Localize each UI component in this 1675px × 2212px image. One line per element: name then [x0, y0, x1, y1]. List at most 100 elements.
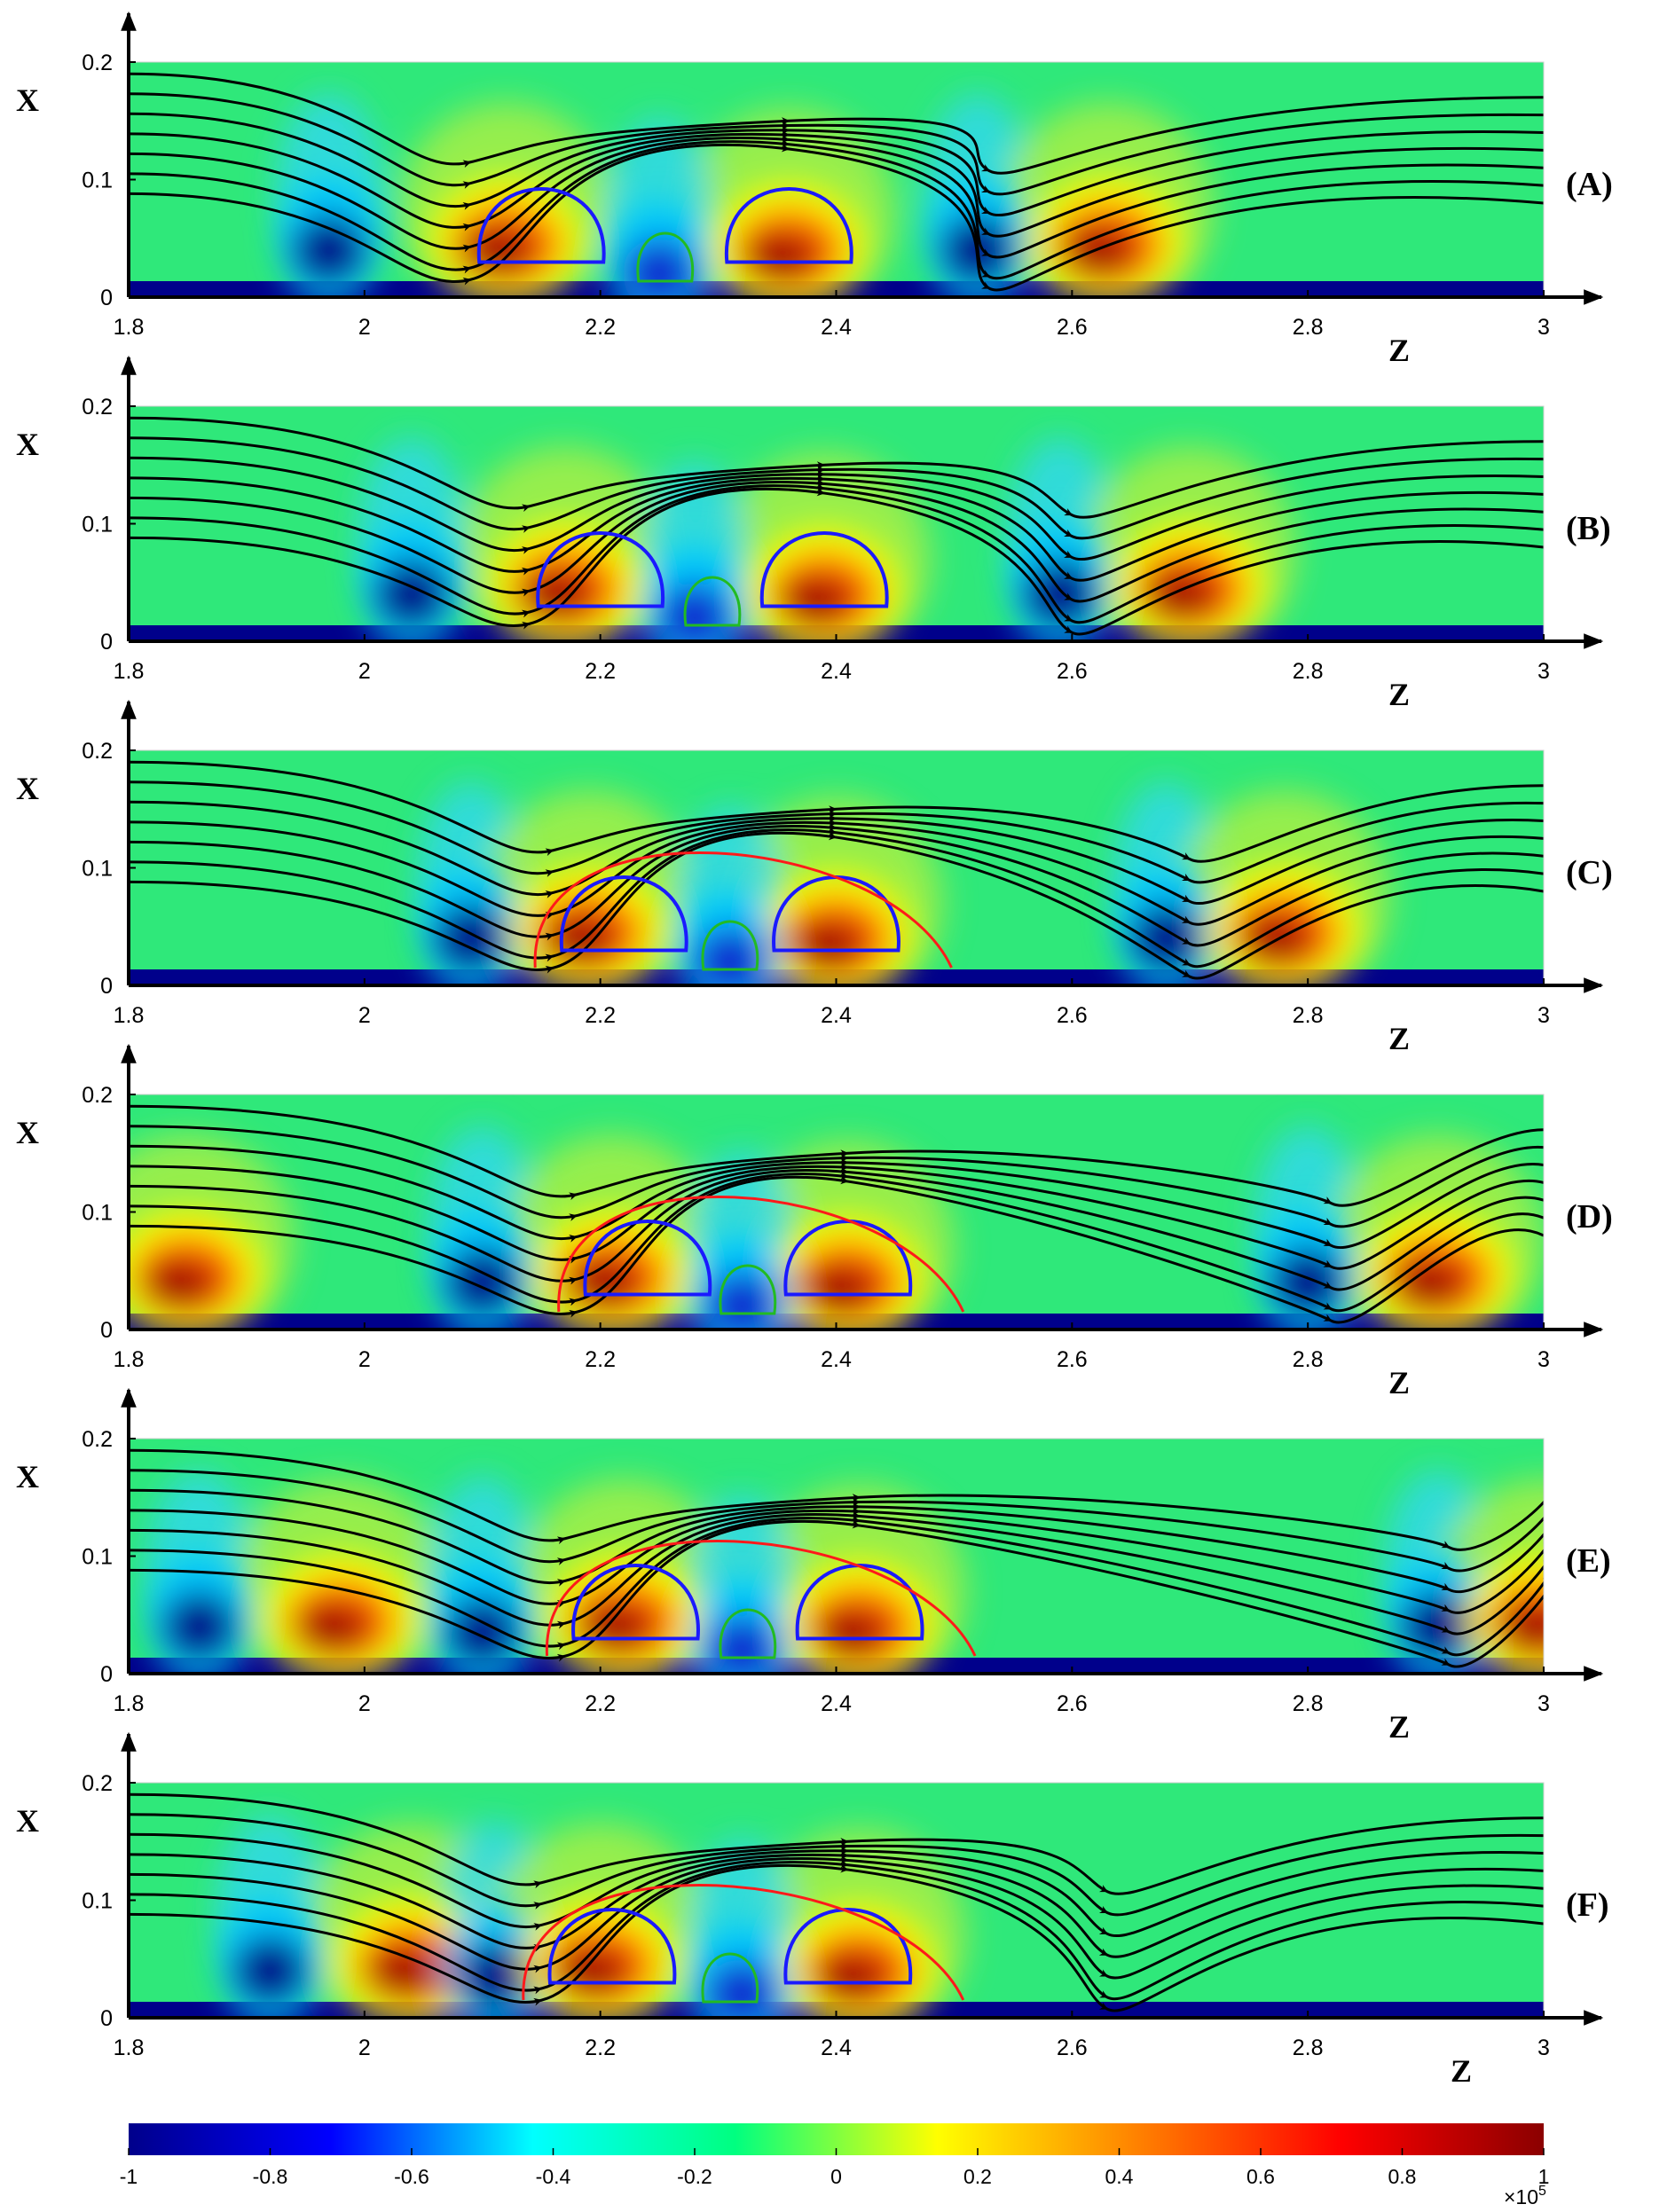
panel-e: 1.8 2 2.2 2.4 2.6 2.8 3 0 0.1 0.2 X Z (E): [16, 1387, 1611, 1745]
streamline: [129, 800, 1544, 906]
vortex-streamline: [725, 187, 853, 264]
inner-streamline: [719, 1264, 777, 1315]
streamline: [129, 760, 1544, 863]
z-tick-label: 2: [358, 659, 371, 684]
blob-negative: [161, 1591, 237, 1662]
z-tick-label: 2.8: [1293, 1691, 1324, 1716]
streamline: [129, 1519, 1544, 1668]
panel-f: 1.8 2 2.2 2.4 2.6 2.8 3 0 0.1 0.2 X Z (F): [16, 1731, 1609, 2089]
z-axis-label: Z: [1388, 1021, 1410, 1056]
z-axis-label: Z: [1388, 677, 1410, 712]
x-tick-label: 0.2: [82, 739, 113, 764]
colorbar: -1 -0.8 -0.6 -0.4 -0.2 0 0.2 0.4 0.6 0.8 1 ×105: [120, 2123, 1550, 2208]
streamlines: [129, 416, 1544, 636]
z-axis-label: Z: [1388, 333, 1410, 368]
x-tick-label: 0.1: [82, 1889, 113, 1914]
streamline: [129, 831, 1544, 980]
z-tick-label: 1.8: [114, 1003, 145, 1028]
blob-negative: [444, 1247, 520, 1318]
blob-negative: [444, 1596, 520, 1668]
inner-streamline: [719, 1608, 777, 1659]
z-tick-label: 2.4: [821, 659, 852, 684]
z-tick-label: 2.4: [821, 1003, 852, 1028]
colorbar-exponent-power: 5: [1538, 2184, 1546, 2199]
vortex-streamline: [536, 531, 664, 608]
blob-positive: [366, 1947, 440, 1997]
separatrix-streamline: [557, 1196, 965, 1313]
colorbar-ticks: -1 -0.8 -0.6 -0.4 -0.2 0 0.2 0.4 0.6 0.8 1: [120, 2148, 1550, 2188]
vortex-streamline: [547, 1908, 677, 1985]
z-tick-label: 2.6: [1057, 315, 1088, 340]
separatrix-streamline: [546, 1540, 977, 1657]
x-axis-label: X: [16, 1803, 39, 1839]
z-tick-label: 2.4: [821, 315, 852, 340]
contour-field: [129, 62, 1544, 297]
streamline: [129, 92, 1544, 196]
streamline: [129, 1792, 1544, 1895]
z-tick-label: 2: [358, 2036, 371, 2060]
streamline: [129, 1855, 1544, 1980]
x-tick-label: 0.2: [82, 1771, 113, 1796]
z-tick-label: 2.2: [585, 315, 616, 340]
x-tick-label: 0: [100, 1318, 113, 1343]
colorbar-tick-label: 0.8: [1388, 2165, 1417, 2188]
x-tick-label: 0: [100, 630, 113, 655]
colorbar-tick-label: 1: [1538, 2165, 1550, 2188]
x-tick-label: 0: [100, 2006, 113, 2031]
streamline: [129, 1511, 1544, 1635]
z-tick-label: 2.8: [1293, 315, 1324, 340]
streamline: [129, 780, 1544, 884]
streamline: [129, 1851, 1544, 1958]
x-tick-label: 0.2: [82, 395, 113, 420]
streamline: [129, 1507, 1544, 1614]
blob-negative: [291, 215, 366, 286]
panels-group: 1.8 2 2.2 2.4 2.6 2.8 3 0 0.1 0.2 X Z (A) 1.8 2 2.2 2.4 2…: [16, 11, 1613, 2089]
contour-field: [129, 1094, 1544, 1330]
colorbar-tick-label: -0.2: [677, 2165, 712, 2188]
panel-c: 1.8 2 2.2 2.4 2.6 2.8 3 0 0.1 0.2 X Z (C): [16, 699, 1613, 1056]
z-tick-label: 1.8: [114, 659, 145, 684]
blob-positive: [814, 1609, 889, 1659]
x-tick-label: 0.2: [82, 1083, 113, 1108]
streamline: [129, 1104, 1544, 1207]
blob-positive: [1061, 226, 1136, 277]
z-tick-label: 1.8: [114, 315, 145, 340]
colorbar-exponent-base: ×10: [1504, 2185, 1538, 2208]
z-tick-label: 2: [358, 315, 371, 340]
x-axis-label: X: [16, 82, 39, 118]
blob-positive: [778, 577, 853, 626]
panel-label: (E): [1566, 1542, 1611, 1580]
vortex-streamline: [559, 875, 688, 953]
colorbar-tick-label: 0.4: [1105, 2165, 1134, 2188]
streamline: [129, 143, 1544, 292]
z-tick-label: 2.6: [1057, 1347, 1088, 1372]
colorbar-tick-label: -0.4: [536, 2165, 571, 2188]
z-tick-label: 3: [1537, 659, 1550, 684]
z-tick-label: 2.8: [1293, 1347, 1324, 1372]
blob-negative: [232, 1935, 308, 2006]
x-tick-label: 0: [100, 286, 113, 310]
streamlines: [129, 72, 1544, 292]
x-tick-label: 0.2: [82, 51, 113, 75]
panel-label: (A): [1566, 166, 1613, 203]
z-tick-label: 2.6: [1057, 659, 1088, 684]
blob-positive: [1498, 1603, 1544, 1653]
streamline: [129, 1813, 1544, 1917]
streamline: [129, 1488, 1544, 1594]
blob-positive: [790, 921, 865, 970]
blob-negative: [374, 559, 449, 630]
z-tick-label: 3: [1537, 1347, 1550, 1372]
vortex-streamline: [571, 1564, 700, 1641]
z-tick-label: 2.6: [1057, 1003, 1088, 1028]
z-tick-label: 2.2: [585, 1691, 616, 1716]
streamlines: [129, 1448, 1544, 1668]
panel-b: 1.8 2 2.2 2.4 2.6 2.8 3 0 0.1 0.2 X Z (B): [16, 355, 1611, 712]
streamline: [129, 823, 1544, 947]
x-axis-label: X: [16, 771, 39, 806]
vortex-streamline: [795, 1564, 924, 1641]
streamline: [129, 1172, 1544, 1313]
z-axis-label: Z: [1451, 2053, 1472, 2089]
blob-positive: [295, 1603, 370, 1653]
panel-d: 1.8 2 2.2 2.4 2.6 2.8 3 0 0.1 0.2 X Z (D): [16, 1043, 1613, 1400]
z-tick-label: 2.2: [585, 1347, 616, 1372]
